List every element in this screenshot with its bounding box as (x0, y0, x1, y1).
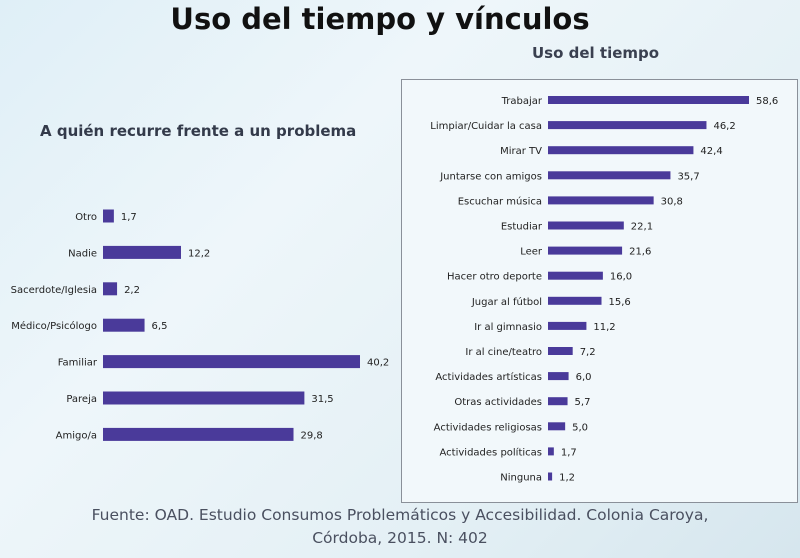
category-label: Amigo/a (56, 430, 97, 441)
value-label: 58,6 (756, 96, 778, 107)
category-label: Médico/Psicólogo (11, 320, 97, 332)
value-label: 5,7 (575, 397, 591, 408)
bar (548, 321, 587, 330)
category-label: Nadie (68, 248, 97, 259)
value-label: 1,7 (561, 447, 577, 458)
bar (103, 318, 145, 332)
category-label: Juntarse con amigos (439, 171, 542, 182)
bar (103, 209, 114, 223)
value-label: 29,8 (301, 430, 323, 441)
category-label: Limpiar/Cuidar la casa (430, 121, 542, 132)
value-label: 11,2 (593, 322, 615, 333)
bar (548, 96, 749, 104)
slide-title: Uso del tiempo y vínculos (170, 2, 590, 36)
value-label: 22,1 (631, 222, 653, 233)
bar (548, 422, 566, 431)
category-label: Otras actividades (454, 397, 542, 408)
bar (103, 427, 294, 441)
bar (103, 391, 305, 405)
value-label: 6,0 (576, 372, 592, 383)
bar (548, 246, 623, 255)
bar (548, 146, 694, 155)
bar (548, 121, 707, 130)
footer-line-2: Córdoba, 2015. N: 402 (312, 529, 488, 547)
value-label: 40,2 (367, 358, 389, 369)
value-label: 6,5 (152, 321, 168, 332)
bar (548, 196, 654, 205)
category-label: Ir al gimnasio (474, 322, 542, 333)
category-label: Ninguna (500, 473, 542, 484)
value-label: 5,0 (572, 422, 588, 433)
category-label: Otro (75, 212, 97, 223)
bar (103, 355, 360, 369)
bar (548, 372, 569, 381)
value-label: 16,0 (610, 272, 632, 283)
category-label: Sacerdote/Iglesia (11, 285, 97, 296)
bar (548, 347, 573, 355)
bar (548, 472, 553, 481)
bar (548, 221, 624, 230)
category-label: Jugar al fútbol (471, 296, 542, 308)
bar (548, 171, 671, 180)
bar (548, 296, 602, 305)
left-chart-title: A quién recurre frente a un problema (40, 122, 357, 140)
value-label: 7,2 (580, 347, 596, 358)
category-label: Leer (520, 247, 543, 258)
value-label: 15,6 (609, 297, 631, 308)
value-label: 42,4 (700, 146, 722, 157)
value-label: 30,8 (661, 196, 683, 207)
category-label: Actividades religiosas (434, 422, 542, 433)
footer-line-1: Fuente: OAD. Estudio Consumos Problemáti… (91, 506, 709, 524)
category-label: Actividades artísticas (435, 371, 542, 383)
bar (548, 447, 554, 456)
category-label: Hacer otro deporte (447, 272, 542, 283)
value-label: 35,7 (677, 171, 699, 182)
category-label: Estudiar (501, 222, 543, 233)
source-footer: Fuente: OAD. Estudio Consumos Problemáti… (0, 504, 800, 550)
category-label: Mirar TV (500, 146, 542, 157)
bar (548, 397, 568, 406)
value-label: 46,2 (713, 121, 735, 132)
value-label: 12,2 (188, 248, 210, 259)
bar (103, 282, 118, 296)
value-label: 21,6 (629, 247, 651, 258)
bar (103, 245, 181, 259)
category-label: Actividades políticas (440, 446, 542, 458)
category-label: Pareja (66, 394, 97, 405)
right-chart-title: Uso del tiempo (532, 44, 660, 62)
value-label: 1,2 (559, 473, 575, 484)
category-label: Trabajar (501, 96, 543, 107)
category-label: Escuchar música (458, 195, 542, 207)
category-label: Familiar (58, 358, 98, 369)
value-label: 2,2 (124, 285, 140, 296)
category-label: Ir al cine/teatro (465, 347, 542, 358)
bar (548, 271, 603, 280)
value-label: 1,7 (121, 212, 137, 223)
value-label: 31,5 (311, 394, 333, 405)
